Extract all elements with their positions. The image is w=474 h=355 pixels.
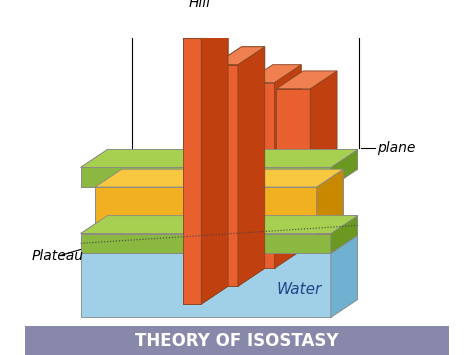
Polygon shape bbox=[95, 169, 343, 187]
Polygon shape bbox=[183, 38, 201, 304]
Polygon shape bbox=[95, 187, 317, 234]
Polygon shape bbox=[95, 169, 343, 187]
Polygon shape bbox=[81, 234, 331, 253]
Polygon shape bbox=[331, 235, 357, 317]
Polygon shape bbox=[25, 326, 449, 355]
Polygon shape bbox=[95, 187, 317, 234]
Polygon shape bbox=[183, 20, 228, 38]
Polygon shape bbox=[310, 71, 337, 251]
Polygon shape bbox=[317, 169, 343, 234]
Polygon shape bbox=[81, 234, 331, 253]
Polygon shape bbox=[183, 20, 228, 38]
Polygon shape bbox=[81, 149, 357, 168]
Polygon shape bbox=[331, 215, 357, 253]
Polygon shape bbox=[215, 47, 264, 65]
Polygon shape bbox=[331, 215, 357, 253]
Polygon shape bbox=[215, 65, 238, 286]
Text: Hill: Hill bbox=[189, 0, 210, 10]
Polygon shape bbox=[274, 65, 301, 268]
Polygon shape bbox=[215, 65, 238, 286]
Polygon shape bbox=[81, 215, 357, 234]
Polygon shape bbox=[215, 47, 264, 65]
Polygon shape bbox=[331, 149, 357, 187]
Polygon shape bbox=[201, 20, 228, 304]
Text: Plateau: Plateau bbox=[32, 249, 83, 263]
Polygon shape bbox=[276, 89, 310, 251]
Text: Water: Water bbox=[277, 282, 322, 297]
Polygon shape bbox=[331, 149, 357, 187]
Polygon shape bbox=[81, 168, 331, 187]
Polygon shape bbox=[201, 20, 228, 304]
Polygon shape bbox=[81, 215, 357, 234]
Polygon shape bbox=[276, 71, 337, 89]
Text: THEORY OF ISOSTASY: THEORY OF ISOSTASY bbox=[135, 332, 339, 350]
Polygon shape bbox=[81, 168, 331, 187]
Polygon shape bbox=[246, 65, 301, 82]
Polygon shape bbox=[238, 47, 264, 286]
Polygon shape bbox=[246, 82, 274, 268]
Polygon shape bbox=[81, 253, 331, 317]
Text: plane: plane bbox=[377, 141, 416, 155]
Polygon shape bbox=[183, 38, 201, 304]
Polygon shape bbox=[81, 149, 357, 168]
Polygon shape bbox=[81, 235, 357, 253]
Polygon shape bbox=[317, 169, 343, 234]
Polygon shape bbox=[238, 47, 264, 286]
